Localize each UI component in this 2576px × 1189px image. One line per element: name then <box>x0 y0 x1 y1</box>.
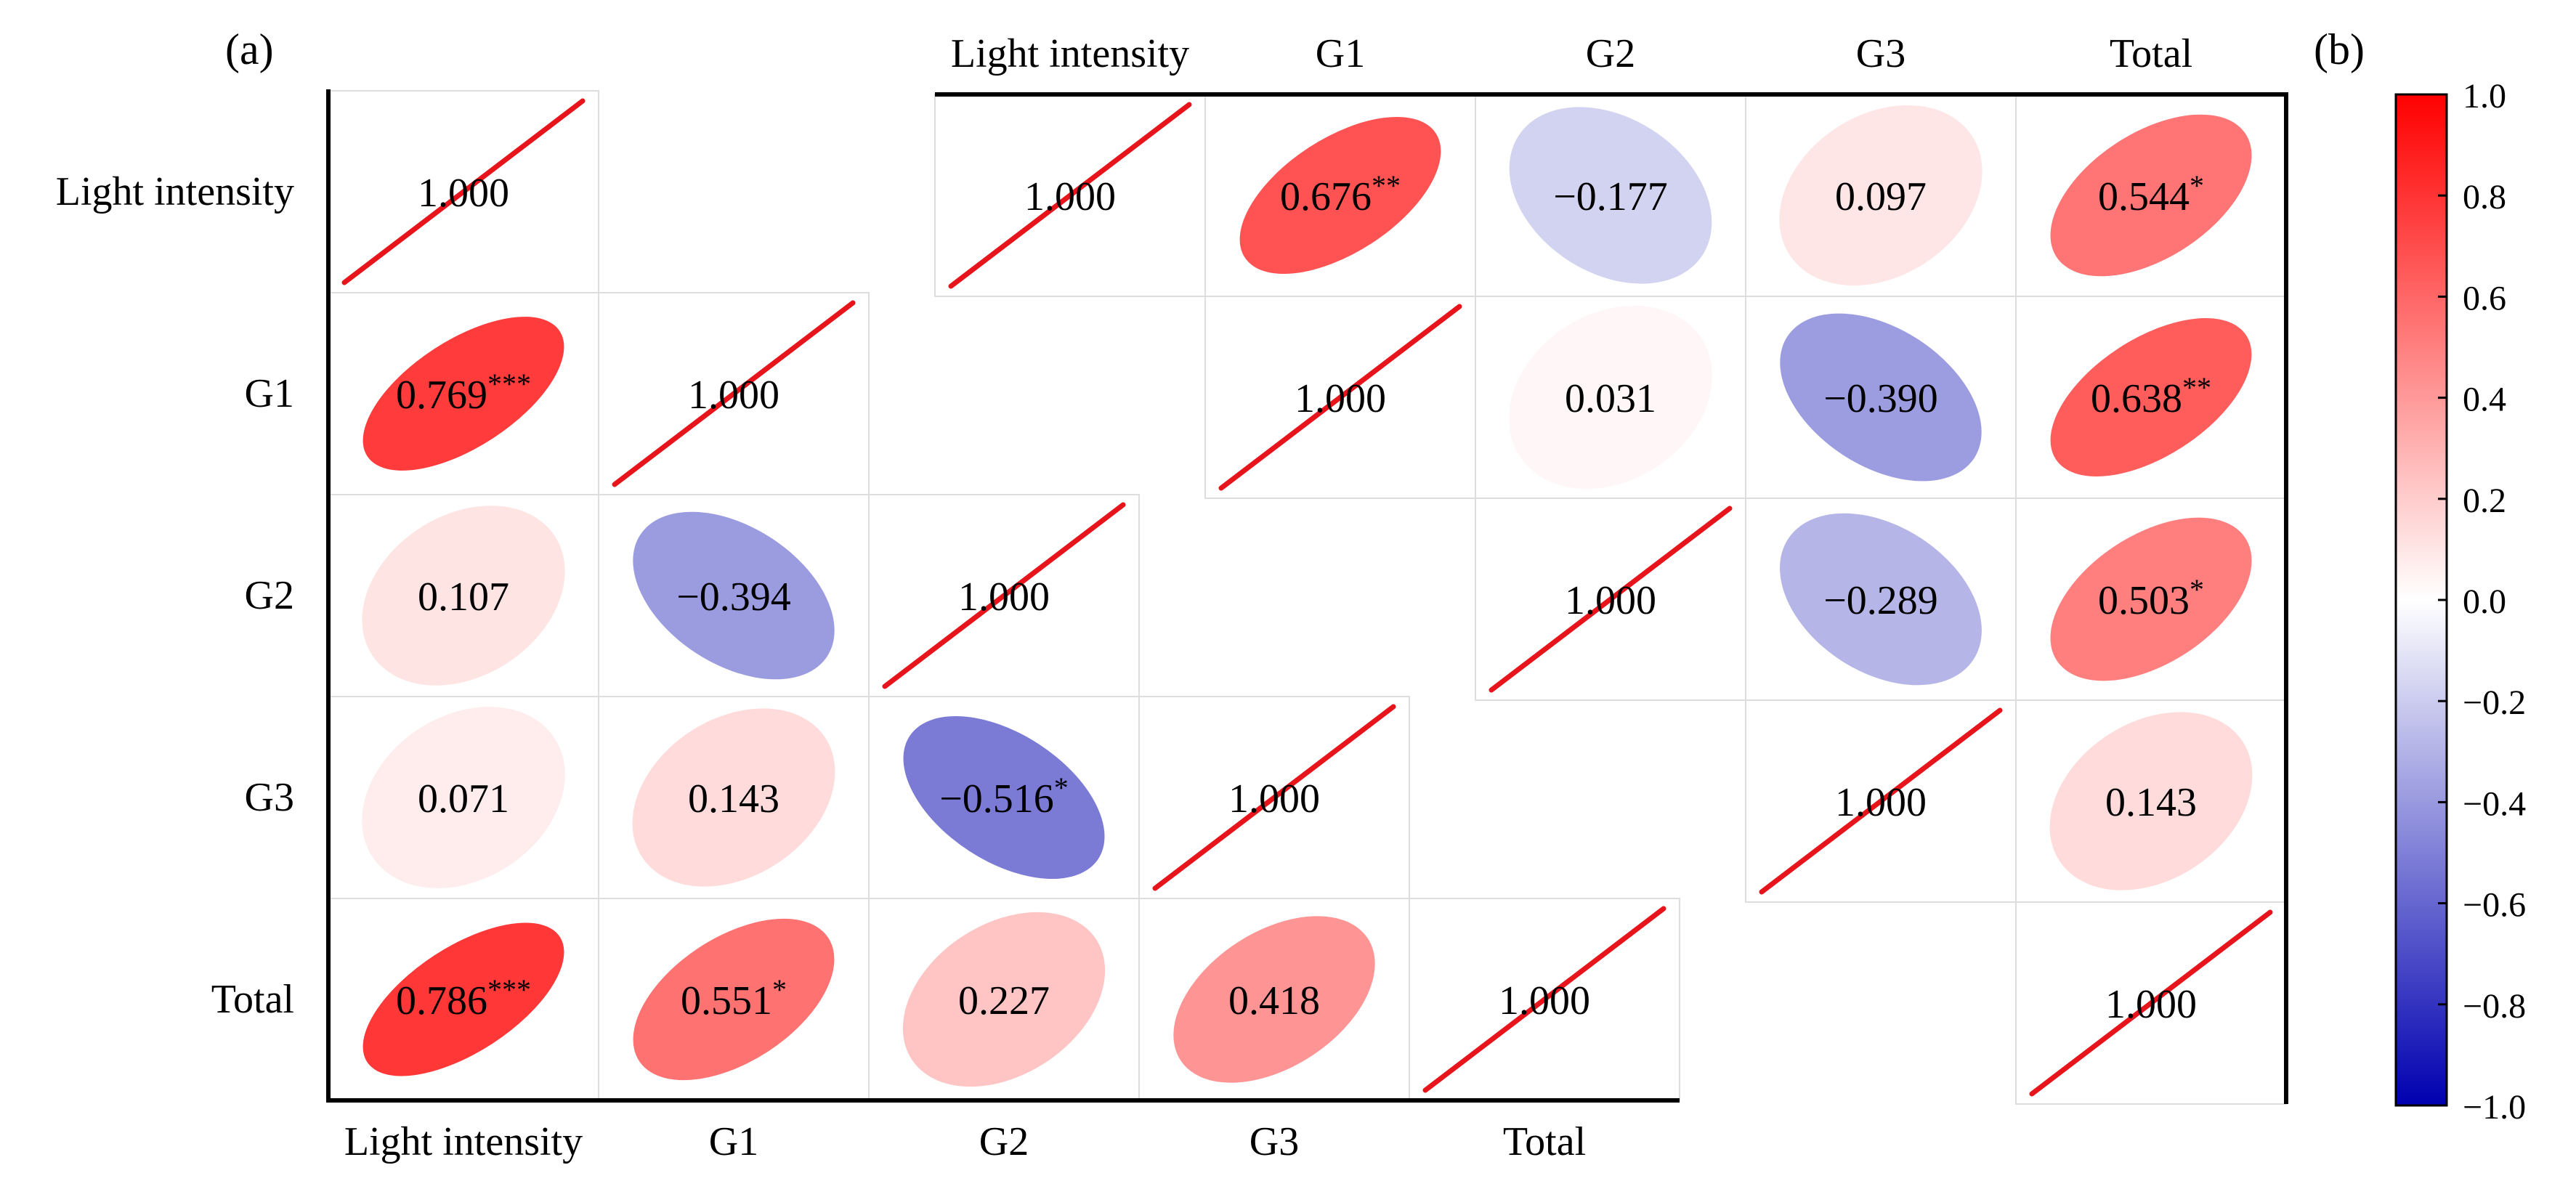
colorbar-tick-label: −0.4 <box>2463 784 2526 823</box>
lower-col-label-g1: G1 <box>709 1119 758 1164</box>
correlation-ellipse-upper-g2-total <box>2050 517 2252 681</box>
correlation-ellipse-lower-g2-g1 <box>633 511 835 680</box>
correlation-value-upper-g2-g2: 1.000 <box>1565 578 1656 623</box>
significance-stars-lower-g1-light-intensity: *** <box>487 368 531 400</box>
upper-col-label-g3: G3 <box>1856 31 1905 76</box>
correlation-ellipse-upper-g1-g3 <box>1780 313 1982 482</box>
correlation-value-lower-total-g2: 0.227 <box>958 978 1050 1023</box>
significance-stars-lower-total-g1: * <box>772 973 787 1006</box>
colorbar-tick-label: 0.4 <box>2463 381 2506 419</box>
correlation-value-upper-light-intensity-light-intensity: 1.000 <box>1024 174 1116 219</box>
row-label-g1: G1 <box>245 371 294 416</box>
colorbar-tick-label: −0.6 <box>2463 886 2526 925</box>
correlation-ellipse-upper-light-intensity-total <box>2050 114 2252 277</box>
correlation-ellipse-lower-total-g2 <box>902 912 1106 1087</box>
correlation-ellipse-lower-g3-light-intensity <box>362 707 565 888</box>
diagonal-line-lower-g2-g2 <box>882 502 1126 689</box>
correlation-value-upper-g2-total: 0.503* <box>2098 573 2204 623</box>
colorbar-tick-label: 0.0 <box>2463 583 2506 621</box>
correlation-ellipse-upper-g1-total <box>2050 318 2252 476</box>
diagonal-line-upper-g3-g3 <box>1759 707 2003 895</box>
correlation-ellipse-lower-g1-light-intensity <box>362 317 564 471</box>
colorbar-tick-label: 0.2 <box>2463 482 2506 520</box>
correlation-value-lower-g1-g1: 1.000 <box>688 373 779 418</box>
correlation-ellipse-upper-g1-g2 <box>1509 305 1712 490</box>
correlation-ellipse-upper-g2-g3 <box>1780 513 1982 686</box>
colorbar-tick-label: −0.2 <box>2463 683 2526 722</box>
correlation-values: 1.000 0.769*** 1.000 0.107 −0.394 1.000 0.071 0… <box>396 169 2211 1027</box>
correlation-value-upper-g1-g2: 0.031 <box>1565 376 1656 421</box>
correlation-ellipses <box>341 98 2273 1097</box>
significance-stars-upper-g2-total: * <box>2190 573 2204 606</box>
correlation-ellipse-upper-light-intensity-g2 <box>1509 107 1712 284</box>
correlation-value-upper-g3-g3: 1.000 <box>1835 780 1927 825</box>
row-label-g3: G3 <box>245 775 294 820</box>
diagonal-line-upper-g1-g1 <box>1218 304 1462 491</box>
correlation-ellipse-lower-g2-light-intensity <box>362 506 565 686</box>
diagonal-line-upper-light-intensity-light-intensity <box>948 102 1192 289</box>
panel-label-b: (b) <box>2314 25 2365 73</box>
correlation-value-upper-light-intensity-total: 0.544* <box>2098 169 2204 219</box>
correlation-ellipse-lower-g3-g1 <box>632 708 835 887</box>
significance-stars-lower-g3-g2: * <box>1054 771 1069 804</box>
diagonal-line-lower-total-total <box>1422 906 1666 1093</box>
upper-col-label-g2: G2 <box>1586 31 1635 76</box>
colorbar-tick-label: 1.0 <box>2463 77 2506 115</box>
matrix-axes <box>326 89 2288 1104</box>
row-label-total: Total <box>211 977 294 1022</box>
correlation-value-upper-light-intensity-g3: 0.097 <box>1835 174 1927 219</box>
matrix-labels: Light intensity G1 G2 G3 Total Light intensit… <box>56 31 2192 1164</box>
panel-label-a: (a) <box>225 25 274 73</box>
colorbar-tick-label: 0.8 <box>2463 178 2506 216</box>
correlation-value-lower-g2-light-intensity: 0.107 <box>418 575 509 620</box>
lower-col-label-g2: G2 <box>979 1119 1029 1164</box>
diagonal-line-lower-g3-g3 <box>1152 704 1396 891</box>
correlation-ellipse-lower-total-g3 <box>1173 916 1375 1083</box>
correlation-ellipse-lower-total-light-intensity <box>362 922 564 1076</box>
colorbar: 1.0 0.8 0.6 0.4 0.2 0.0 −0.2 −0.4 −0.6 −0.8 −1.0 <box>2394 77 2526 1127</box>
diagonal-line-lower-g1-g1 <box>612 300 856 487</box>
correlation-ellipse-lower-total-g1 <box>633 918 835 1081</box>
correlation-value-lower-g2-g2: 1.000 <box>958 575 1050 620</box>
colorbar-tick-label: −0.8 <box>2463 987 2526 1026</box>
lower-col-label-light-intensity: Light intensity <box>344 1119 583 1164</box>
correlation-value-lower-total-g1: 0.551* <box>681 973 787 1023</box>
correlation-ellipse-lower-g3-g2 <box>903 715 1105 880</box>
correlation-value-lower-g3-g2: −0.516* <box>939 771 1069 821</box>
correlation-value-upper-total-total: 1.000 <box>2105 982 2197 1027</box>
correlation-ellipse-upper-light-intensity-g1 <box>1239 116 1441 275</box>
correlation-value-upper-g2-g3: −0.289 <box>1823 578 1938 623</box>
correlation-value-lower-light-intensity-light-intensity: 1.000 <box>418 171 509 216</box>
correlation-value-lower-g3-g1: 0.143 <box>688 776 779 821</box>
correlation-value-upper-g1-g3: −0.390 <box>1823 376 1938 421</box>
colorbar-tick-label: −1.0 <box>2463 1088 2526 1127</box>
upper-col-label-g1: G1 <box>1316 31 1365 76</box>
significance-stars-upper-g1-total: ** <box>2182 371 2211 404</box>
row-label-g2: G2 <box>245 573 294 618</box>
significance-stars-upper-light-intensity-total: * <box>2190 169 2204 202</box>
row-label-light-intensity: Light intensity <box>56 169 294 214</box>
diagonal-line-lower-light-intensity-light-intensity <box>341 98 586 285</box>
correlation-value-upper-g3-total: 0.143 <box>2105 780 2197 825</box>
correlation-value-lower-total-g3: 0.418 <box>1228 978 1320 1023</box>
upper-col-label-light-intensity: Light intensity <box>951 31 1189 76</box>
correlation-ellipse-upper-light-intensity-g3 <box>1779 105 1982 286</box>
correlation-value-lower-g3-light-intensity: 0.071 <box>418 776 509 821</box>
diagonal-line-upper-g2-g2 <box>1489 506 1733 693</box>
correlation-ellipse-upper-g3-total <box>2049 712 2253 890</box>
correlation-value-upper-g1-g1: 1.000 <box>1295 376 1386 421</box>
significance-stars-lower-total-light-intensity: *** <box>487 973 531 1006</box>
correlation-value-lower-g2-g1: −0.394 <box>676 575 791 620</box>
lower-col-label-total: Total <box>1503 1119 1586 1164</box>
correlation-value-lower-g3-g3: 1.000 <box>1228 776 1320 821</box>
colorbar-tick-label: 0.6 <box>2463 279 2506 317</box>
correlation-value-upper-light-intensity-g2: −0.177 <box>1553 174 1668 219</box>
upper-col-label-total: Total <box>2110 31 2192 76</box>
diagonal-line-upper-total-total <box>2029 909 2273 1097</box>
correlation-value-lower-g1-light-intensity: 0.769*** <box>396 368 531 418</box>
lower-col-label-g3: G3 <box>1249 1119 1299 1164</box>
correlation-value-lower-total-total: 1.000 <box>1499 978 1590 1023</box>
significance-stars-upper-light-intensity-g1: ** <box>1372 169 1401 202</box>
